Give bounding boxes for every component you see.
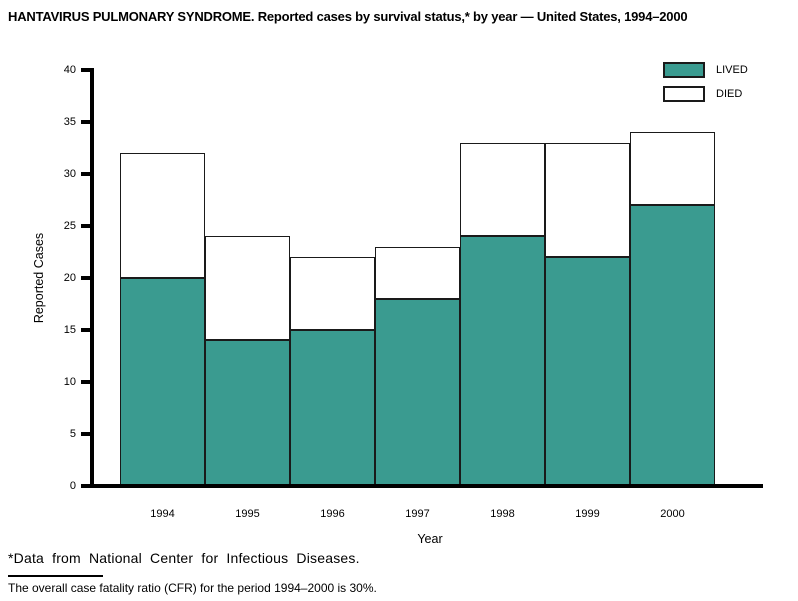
y-axis-tick-label-10: 10 — [63, 376, 76, 388]
x-tick-label-1999: 1999 — [575, 508, 600, 520]
bar-died-1997 — [375, 246, 460, 299]
bar-lived-1998 — [460, 236, 545, 486]
y-axis-tick-label-0: 0 — [69, 480, 76, 492]
y-axis-tick-0 — [81, 484, 91, 488]
y-axis-tick-5 — [81, 432, 91, 436]
legend-item-lived: LIVED — [663, 62, 748, 78]
footnote-source: *Data from National Center for Infectiou… — [8, 550, 360, 566]
y-axis-tick-label-25: 25 — [63, 220, 76, 232]
y-axis-tick-30 — [81, 172, 91, 176]
y-axis-tick-label-5: 5 — [69, 428, 76, 440]
y-axis-tick-35 — [81, 120, 91, 124]
bar-died-2000 — [630, 132, 715, 206]
y-axis-tick-label-20: 20 — [63, 272, 76, 284]
bar-died-1994 — [120, 153, 205, 278]
x-tick-label-1996: 1996 — [320, 508, 345, 520]
legend-label-died: DIED — [716, 88, 743, 100]
bar-died-1995 — [205, 236, 290, 341]
chart-title: HANTAVIRUS PULMONARY SYNDROME. Reported … — [8, 9, 688, 24]
footnote-cfr: The overall case fatality ratio (CFR) fo… — [8, 581, 377, 595]
x-tick-label-1995: 1995 — [235, 508, 260, 520]
footnote-divider — [8, 575, 103, 577]
bar-lived-1997 — [375, 298, 460, 486]
x-axis-line — [87, 484, 763, 488]
y-axis-tick-25 — [81, 224, 91, 228]
x-tick-label-2000: 2000 — [660, 508, 685, 520]
legend-item-died: DIED — [663, 86, 748, 102]
y-axis-tick-label-40: 40 — [63, 64, 76, 76]
legend: LIVED DIED — [663, 62, 748, 110]
legend-swatch-lived — [663, 62, 705, 78]
x-tick-label-1997: 1997 — [405, 508, 430, 520]
legend-label-lived: LIVED — [716, 64, 748, 76]
x-tick-label-1994: 1994 — [150, 508, 175, 520]
y-axis-tick-10 — [81, 380, 91, 384]
y-axis-tick-label-30: 30 — [63, 168, 76, 180]
x-tick-label-1998: 1998 — [490, 508, 515, 520]
bar-lived-1995 — [205, 340, 290, 486]
bar-lived-1999 — [545, 257, 630, 486]
bar-lived-2000 — [630, 205, 715, 486]
y-axis-tick-20 — [81, 276, 91, 280]
legend-swatch-died — [663, 86, 705, 102]
y-axis-tick-label-35: 35 — [63, 116, 76, 128]
bar-died-1996 — [290, 257, 375, 330]
bar-lived-1994 — [120, 278, 205, 486]
bar-lived-1996 — [290, 330, 375, 486]
bar-died-1998 — [460, 142, 545, 237]
bar-died-1999 — [545, 142, 630, 258]
y-axis-line — [90, 68, 94, 488]
y-axis-tick-40 — [81, 68, 91, 72]
y-axis-tick-label-15: 15 — [63, 324, 76, 336]
y-axis-tick-15 — [81, 328, 91, 332]
x-axis-title: Year — [417, 532, 443, 546]
